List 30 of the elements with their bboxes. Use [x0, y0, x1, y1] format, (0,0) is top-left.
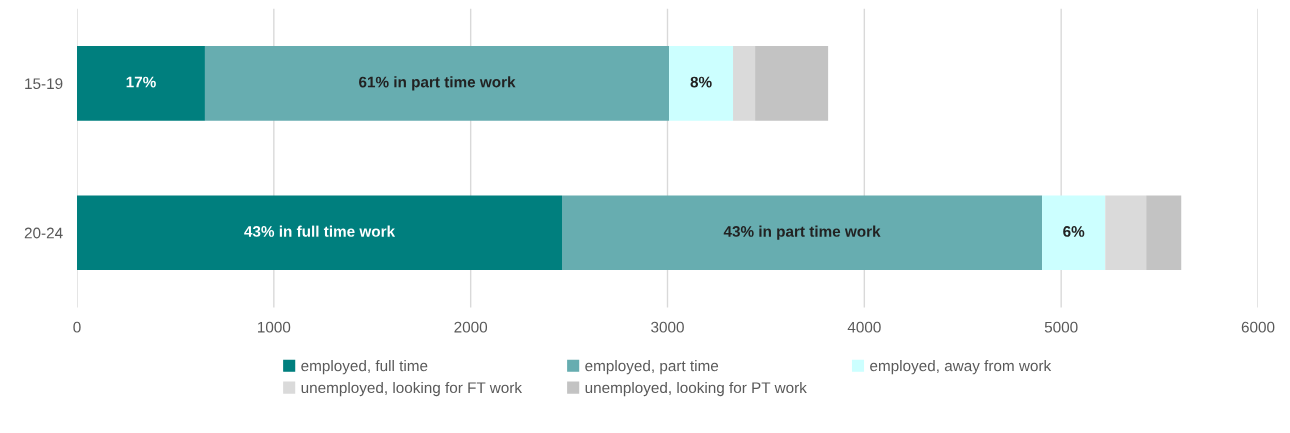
x-tick-label: 5000	[1044, 321, 1078, 333]
x-tick-label: 0	[73, 321, 81, 333]
bar	[755, 46, 829, 121]
legend-label: employed, full time	[301, 360, 428, 375]
bar	[204, 46, 670, 121]
y-tick-label: 20-24	[24, 227, 63, 239]
annotation: 43% in part time work	[723, 225, 881, 240]
bar	[77, 46, 205, 121]
legend-label: employed, part time	[585, 360, 719, 375]
x-tick-label: 1000	[258, 321, 291, 333]
bar	[1146, 195, 1182, 271]
x-tick-label: 2000	[454, 321, 488, 333]
annotation: 61% in part time work	[359, 76, 516, 91]
annotation: 8%	[690, 76, 712, 88]
bar	[77, 195, 562, 271]
legend-label: employed, away from work	[870, 360, 1052, 375]
bar	[733, 46, 756, 121]
bar	[669, 46, 734, 121]
x-tick-label: 3000	[651, 321, 684, 333]
bar	[1105, 195, 1147, 271]
annotation: 17%	[126, 76, 156, 88]
y-tick-label: 15-19	[25, 78, 63, 90]
legend-label: unemployed, looking for FT work	[301, 381, 523, 397]
bar	[562, 195, 1043, 271]
x-tick-label: 6000	[1241, 321, 1275, 333]
legend-label: unemployed, looking for PT work	[585, 381, 807, 397]
bar	[1042, 195, 1106, 271]
annotation: 43% in full time work	[244, 225, 396, 237]
annotation: 6%	[1063, 226, 1085, 237]
x-tick-label: 4000	[847, 321, 881, 333]
